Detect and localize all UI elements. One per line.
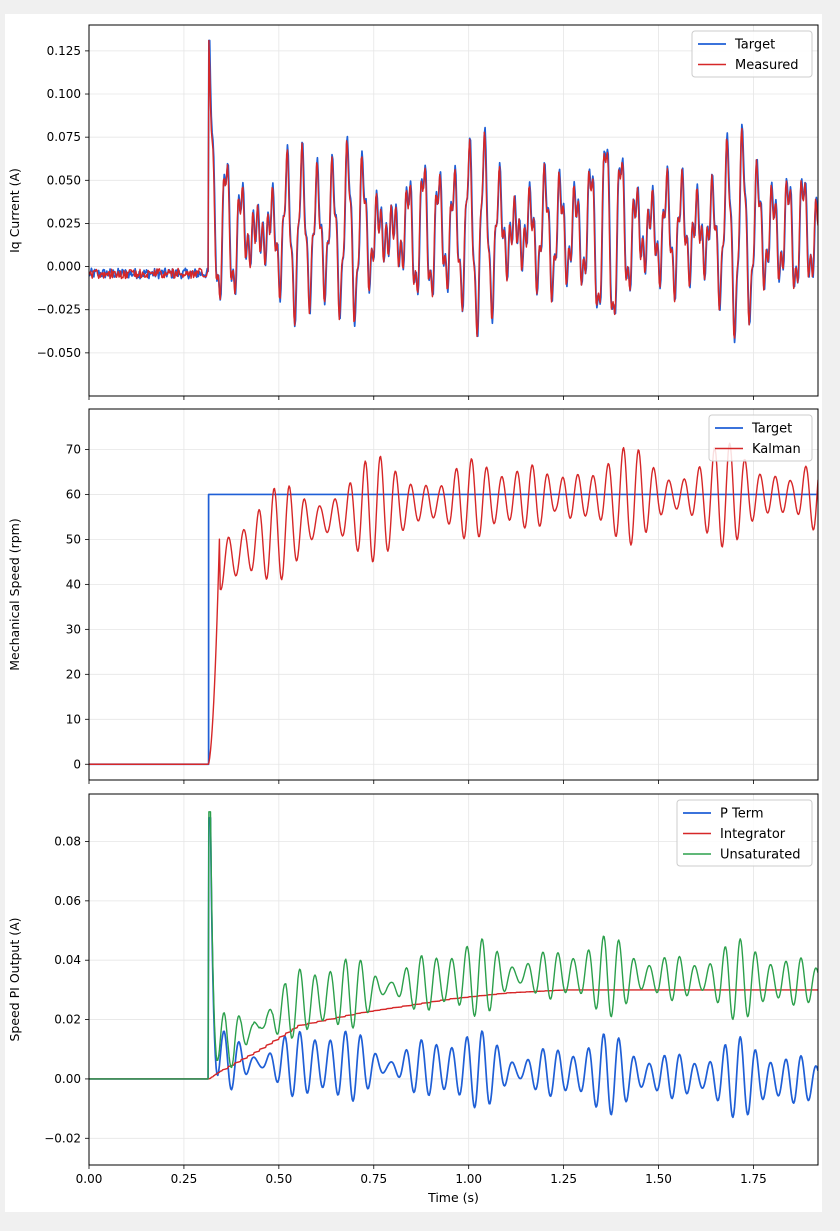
y-tick-label: 0.00 — [54, 1072, 81, 1086]
x-tick-label: 1.75 — [740, 1172, 767, 1186]
x-tick-label: 0.00 — [76, 1172, 103, 1186]
axes-frame — [88, 24, 819, 397]
y-tick-label: 0.050 — [47, 173, 81, 187]
y-tick-label: 60 — [66, 487, 81, 501]
legend-label: Kalman — [752, 442, 801, 457]
y-tick-label: 30 — [66, 622, 81, 636]
y-tick-label: 0.000 — [47, 260, 81, 274]
y-tick-label: 0.06 — [54, 894, 81, 908]
legend-box — [676, 799, 813, 867]
chart-panel-3: 0.00 0.25 0.50 0.75 1.00 1.25 1.50 1.75 −0.02 0.0… — [7, 793, 819, 1205]
series-line-kalman — [89, 442, 818, 765]
y-tick-label: 20 — [66, 667, 81, 681]
legend: P Term Integrator Unsaturated — [676, 799, 813, 867]
y-axis-label: Speed PI Output (A) — [7, 917, 22, 1041]
legend-label: P Term — [720, 807, 763, 822]
figure: −0.050−0.0250.0000.0250.0500.0750.1000.1… — [7, 24, 819, 1205]
x-tick-label: 0.75 — [360, 1172, 387, 1186]
y-tick-label: 0.04 — [54, 953, 81, 967]
y-tick-label: −0.025 — [37, 303, 81, 317]
y-tick-label: 10 — [66, 712, 81, 726]
chart-panel-2: 0 10 20 30 40 50 60 70 Mechanical Speed (rpm) Tar… — [7, 408, 819, 784]
y-tick-label: −0.050 — [37, 346, 81, 360]
y-axis-label: Mechanical Speed (rpm) — [7, 518, 22, 670]
y-tick-label: 0.08 — [54, 834, 81, 848]
series-line-measured — [89, 39, 818, 339]
legend-label: Target — [751, 422, 792, 437]
x-tick-label: 0.50 — [265, 1172, 292, 1186]
y-tick-label: 0.100 — [47, 87, 81, 101]
legend-box — [691, 30, 813, 78]
y-tick-label: 40 — [66, 577, 81, 591]
legend-label: Integrator — [720, 827, 786, 842]
x-tick-label: 1.50 — [645, 1172, 672, 1186]
y-tick-label: 0.075 — [47, 130, 81, 144]
legend: Target Measured — [691, 30, 813, 78]
legend-label: Target — [734, 38, 775, 53]
legend-label: Measured — [735, 58, 799, 73]
y-tick-label: 0.025 — [47, 216, 81, 230]
y-tick-label: −0.02 — [44, 1131, 81, 1145]
axes-frame — [88, 793, 819, 1166]
series-line-unsaturated — [89, 811, 818, 1080]
legend: Target Kalman — [708, 414, 813, 462]
x-axis-label: Time (s) — [427, 1190, 479, 1205]
y-tick-label: 70 — [66, 442, 81, 456]
axes-frame — [88, 408, 819, 781]
x-tick-label: 0.25 — [171, 1172, 198, 1186]
legend-box — [708, 414, 813, 462]
series-line-integrator — [89, 989, 818, 1080]
y-tick-label: 50 — [66, 532, 81, 546]
y-tick-label: 0.125 — [47, 44, 81, 58]
y-axis-label: Iq Current (A) — [7, 168, 22, 253]
legend-label: Unsaturated — [720, 848, 801, 863]
figure-canvas: −0.050 −0.025 0.000 0.025 0.050 0.075 0.100 0.1… — [5, 14, 822, 1212]
x-tick-label: 1.00 — [455, 1172, 482, 1186]
y-tick-label: 0.02 — [54, 1013, 81, 1027]
chart-panel-1: −0.050 −0.025 0.000 0.025 0.050 0.075 0.100 0.1… — [7, 24, 819, 400]
x-tick-label: 1.25 — [550, 1172, 577, 1186]
y-tick-label: 0 — [73, 757, 81, 771]
